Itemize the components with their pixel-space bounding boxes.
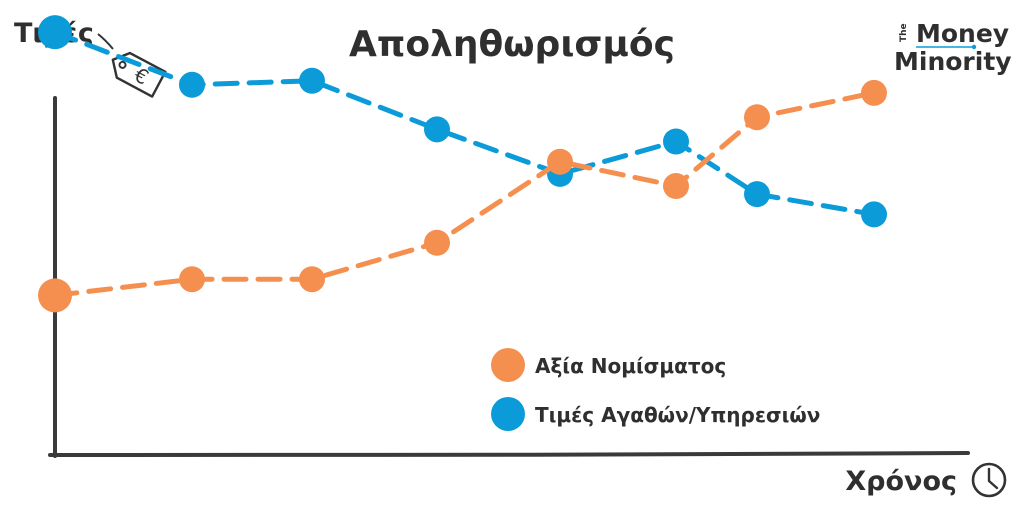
series-currency-value <box>38 79 887 313</box>
legend-label-goods-prices: Τιμές Αγαθών/Υπηρεσιών <box>535 403 820 427</box>
x-axis-label: Χρόνος <box>845 466 957 497</box>
logo-money: Money <box>916 19 1009 48</box>
logo-the: The <box>899 23 909 42</box>
legend-item-goods-prices: Τιμές Αγαθών/Υπηρεσιών <box>491 397 820 431</box>
legend-swatch-goods-prices <box>491 397 525 431</box>
data-point-currency-value-2 <box>299 266 325 293</box>
y-axis <box>52 96 58 458</box>
legend-label-currency-value: Αξία Νομίσματος <box>535 354 726 378</box>
data-point-currency-value-3 <box>424 229 450 256</box>
data-point-goods-prices-2 <box>299 67 325 94</box>
legend-swatch-currency-value <box>491 348 525 382</box>
series-layer <box>38 15 887 313</box>
data-point-currency-value-0 <box>38 278 72 313</box>
euro-price-tag-icon: € <box>97 33 167 98</box>
series-line-goods-prices <box>52 29 877 217</box>
legend-item-currency-value: Αξία Νομίσματος <box>491 348 726 382</box>
data-point-goods-prices-0 <box>38 15 72 50</box>
legend: Αξία Νομίσματος Τιμές Αγαθών/Υπηρεσιών <box>491 348 820 431</box>
data-point-currency-value-7 <box>861 79 887 106</box>
data-point-currency-value-6 <box>744 104 770 131</box>
clock-icon <box>971 462 1007 498</box>
logo-dot <box>971 44 977 50</box>
the-money-minority-logo: The Money Minority <box>894 19 1012 76</box>
logo-minority: Minority <box>894 47 1012 76</box>
axes <box>48 96 970 458</box>
data-point-currency-value-5 <box>663 173 689 200</box>
data-point-goods-prices-6 <box>744 181 770 208</box>
data-point-goods-prices-5 <box>663 128 689 155</box>
series-line-currency-value <box>52 90 877 298</box>
data-point-currency-value-1 <box>179 266 205 293</box>
chart-title: Αποληθωρισμός <box>349 24 675 65</box>
series-goods-prices <box>38 15 887 228</box>
data-point-goods-prices-3 <box>424 116 450 143</box>
data-point-goods-prices-7 <box>861 201 887 228</box>
x-axis <box>48 451 970 457</box>
data-point-goods-prices-1 <box>179 71 205 98</box>
data-point-currency-value-4 <box>547 148 573 175</box>
